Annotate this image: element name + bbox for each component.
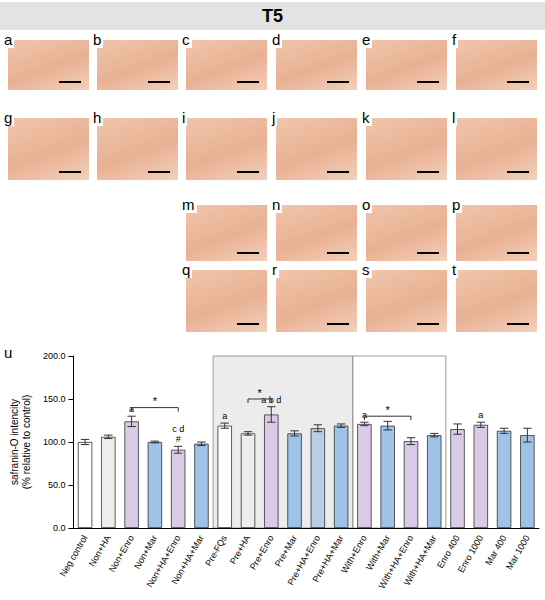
svg-text:a: a (129, 404, 134, 414)
svg-text:Mar 1000: Mar 1000 (504, 533, 532, 571)
html-text:p: p (452, 196, 461, 213)
html-text:j: j (272, 109, 276, 126)
html-text:k: k (362, 109, 370, 126)
html-text:g: g (4, 109, 13, 126)
html-text:i: i (182, 109, 186, 126)
svg-text:#: # (176, 434, 181, 444)
svg-text:Pre+Mar: Pre+Mar (273, 533, 299, 568)
html-text:o: o (362, 196, 371, 213)
svg-text:With+Enro: With+Enro (339, 533, 369, 575)
svg-text:a: a (222, 411, 227, 421)
svg-text:Non+HA: Non+HA (87, 533, 113, 568)
html-text:q: q (182, 261, 191, 278)
html-text:b: b (93, 31, 102, 48)
svg-text:Pre+Enro: Pre+Enro (248, 533, 276, 571)
html-text:h: h (93, 109, 102, 126)
svg-text:*: * (153, 395, 158, 407)
svg-text:Non+HA+Enro: Non+HA+Enro (144, 533, 183, 590)
svg-text:0.0: 0.0 (53, 523, 66, 533)
svg-text:With+HA+Enro: With+HA+Enro (376, 533, 416, 591)
svg-text:a: a (362, 410, 367, 420)
svg-text:Non+HA+Mar: Non+HA+Mar (170, 533, 206, 586)
html-text:a: a (4, 31, 13, 48)
svg-text:Pre+HA: Pre+HA (228, 533, 253, 565)
svg-text:c d: c d (172, 424, 184, 434)
svg-text:With+Mar: With+Mar (364, 533, 392, 572)
html-text:f: f (452, 31, 457, 48)
svg-text:Mar 400: Mar 400 (483, 533, 508, 567)
svg-text:With+HA+Mar: With+HA+Mar (402, 533, 439, 587)
html-text:d: d (272, 31, 281, 48)
html-text:e: e (362, 31, 371, 48)
html-text:m: m (182, 196, 195, 213)
svg-text:Enro 1000: Enro 1000 (456, 533, 485, 574)
html-text:T5: T5 (262, 6, 283, 26)
svg-text:200.0: 200.0 (43, 351, 66, 361)
svg-text:*: * (258, 387, 263, 399)
html-text:s: s (362, 261, 370, 278)
svg-text:(% relative to control): (% relative to control) (21, 395, 32, 489)
html-text:u: u (4, 344, 13, 361)
html-text:n: n (272, 196, 281, 213)
html-text:c: c (182, 31, 190, 48)
svg-text:50.0: 50.0 (48, 480, 66, 490)
html-text:t: t (452, 261, 457, 278)
svg-text:Enro 400: Enro 400 (435, 533, 462, 571)
html-text:l: l (452, 109, 456, 126)
svg-text:Non+Mar: Non+Mar (132, 533, 160, 571)
svg-text:150.0: 150.0 (43, 394, 66, 404)
html-text:r: r (272, 261, 277, 278)
svg-text:*: * (386, 404, 391, 416)
svg-text:Pre+HA+Enro: Pre+HA+Enro (285, 533, 323, 587)
svg-text:a b d: a b d (261, 395, 281, 405)
svg-text:Neg control: Neg control (58, 533, 90, 578)
svg-text:safranin-O intencity: safranin-O intencity (9, 399, 20, 485)
svg-text:a: a (478, 410, 483, 420)
svg-text:100.0: 100.0 (43, 437, 66, 447)
svg-text:Non+Enro: Non+Enro (107, 533, 136, 573)
svg-text:Pre-FQs: Pre-FQs (203, 533, 229, 568)
svg-text:Pre+HA+Mar: Pre+HA+Mar (311, 533, 346, 583)
